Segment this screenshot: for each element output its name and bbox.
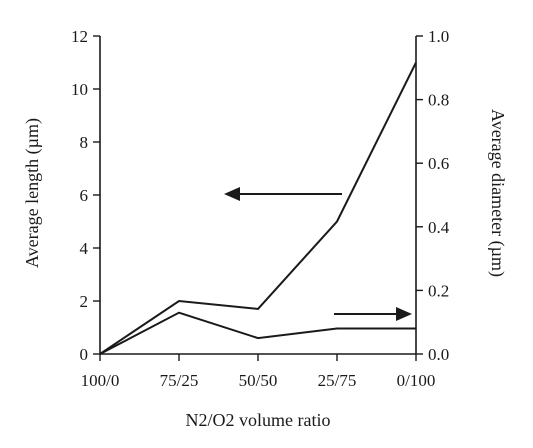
left-arrow-head — [224, 187, 240, 201]
x-tick-label: 0/100 — [397, 371, 436, 390]
left-y-tick-label: 2 — [80, 292, 89, 311]
length-series-line — [99, 62, 417, 355]
left-y-tick-label: 12 — [71, 27, 88, 46]
x-tick-label: 100/0 — [81, 371, 120, 390]
x-axis-title: N2/O2 volume ratio — [186, 410, 331, 430]
left-y-tick-label: 6 — [80, 186, 89, 205]
right-y-tick-label: 0.6 — [428, 154, 449, 173]
diameter-series-line — [99, 311, 416, 355]
left-axis: 0 2 4 6 8 10 12 — [71, 27, 100, 364]
left-y-tick-label: 8 — [80, 133, 89, 152]
right-y-axis-title: Average diameter (µm) — [487, 109, 508, 277]
right-y-tick-label: 0.4 — [428, 218, 450, 237]
right-arrow-head — [396, 307, 412, 321]
left-y-tick-label: 4 — [80, 239, 89, 258]
right-axis: 0.0 0.2 0.4 0.6 0.8 1.0 — [416, 27, 450, 364]
annotation-layer — [224, 187, 412, 321]
x-tick-label: 75/25 — [160, 371, 199, 390]
right-y-tick-label: 0.8 — [428, 91, 449, 110]
left-y-axis-title: Average length (µm) — [22, 118, 43, 268]
right-y-tick-label: 1.0 — [428, 27, 449, 46]
series-layer — [99, 62, 417, 355]
left-y-tick-label: 10 — [71, 80, 88, 99]
x-tick-label: 50/50 — [239, 371, 278, 390]
right-y-tick-label: 0.0 — [428, 345, 449, 364]
x-axis: 100/0 75/25 50/50 25/75 0/100 — [81, 354, 436, 390]
left-y-tick-label: 0 — [80, 345, 89, 364]
x-tick-label: 25/75 — [318, 371, 357, 390]
right-y-tick-label: 0.2 — [428, 281, 449, 300]
